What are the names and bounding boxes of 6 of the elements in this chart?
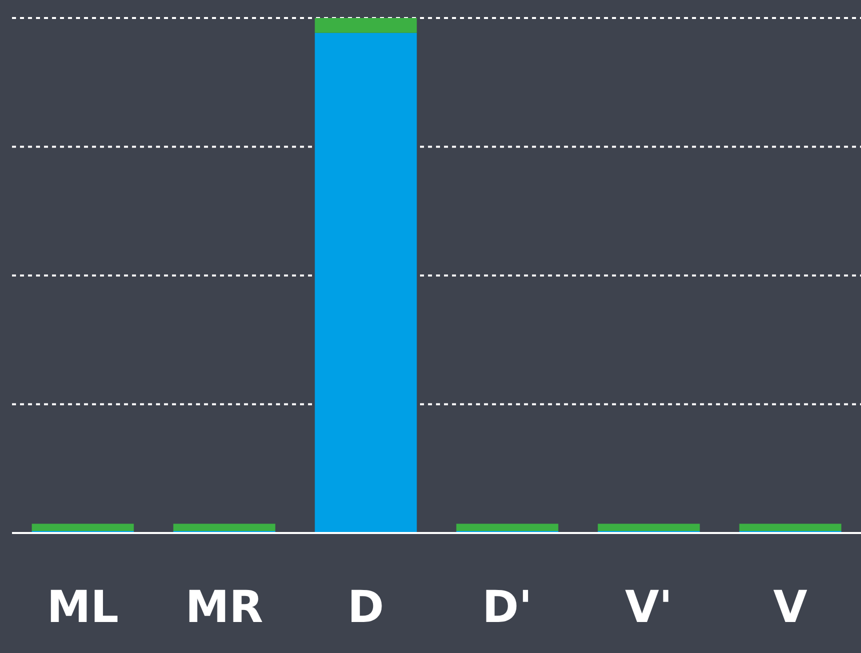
x-tick-label: MR [185,582,264,634]
x-tick-label: V' [624,582,673,634]
x-tick-label: V [773,582,808,634]
x-tick-label: ML [46,582,119,634]
x-tick-label: D' [482,582,532,634]
x-tick-label: D [347,582,384,634]
